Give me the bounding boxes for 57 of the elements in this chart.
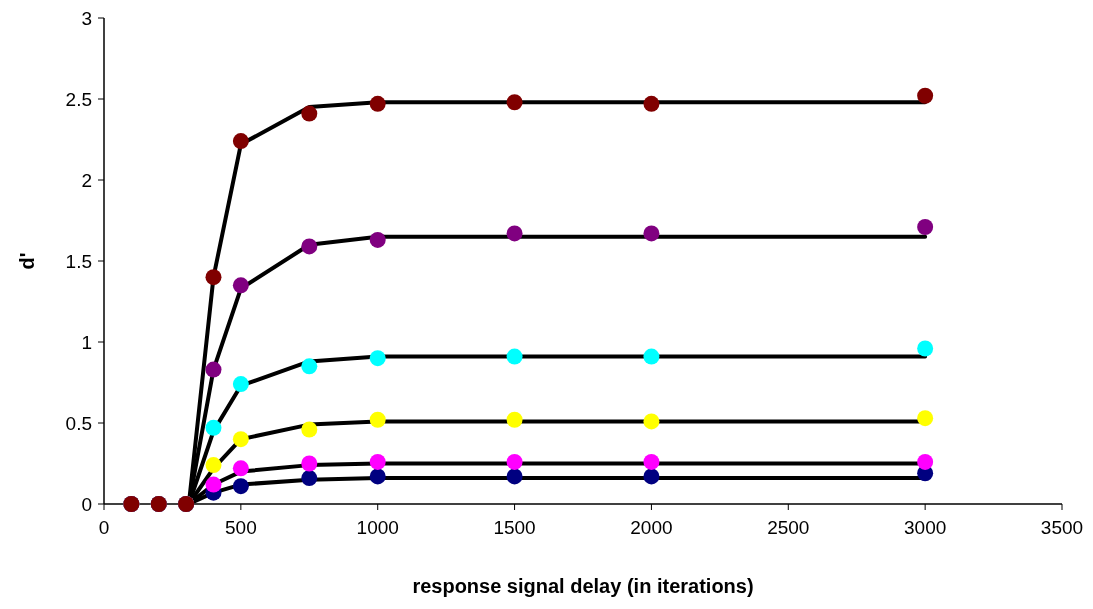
point bbox=[643, 95, 660, 112]
point bbox=[506, 411, 523, 428]
point bbox=[643, 453, 660, 470]
y-tick-label: 0 bbox=[81, 493, 92, 515]
point bbox=[205, 457, 222, 474]
point bbox=[643, 413, 660, 430]
point bbox=[506, 225, 523, 242]
point bbox=[506, 94, 523, 111]
point bbox=[232, 460, 249, 477]
point bbox=[917, 340, 934, 357]
point bbox=[301, 470, 318, 487]
y-tick-label: 0.5 bbox=[65, 412, 92, 434]
x-axis-title: response signal delay (in iterations) bbox=[412, 575, 754, 597]
y-tick-label: 1 bbox=[81, 331, 92, 353]
point bbox=[917, 410, 934, 427]
point bbox=[369, 468, 386, 485]
point bbox=[506, 453, 523, 470]
x-tick-label: 500 bbox=[225, 517, 257, 538]
point bbox=[232, 376, 249, 393]
x-tick-label: 1000 bbox=[356, 517, 399, 538]
point bbox=[205, 361, 222, 378]
point bbox=[917, 219, 934, 235]
y-tick-label: 2.5 bbox=[65, 88, 92, 110]
point bbox=[369, 350, 386, 367]
point bbox=[301, 455, 318, 472]
point bbox=[301, 421, 318, 438]
point bbox=[205, 269, 222, 286]
x-tick-label: 0 bbox=[98, 517, 110, 538]
point bbox=[232, 133, 249, 150]
y-tick-label: 3 bbox=[81, 7, 92, 29]
point bbox=[232, 478, 249, 495]
y-axis-title: d' bbox=[16, 252, 38, 270]
point bbox=[301, 105, 318, 122]
point bbox=[917, 453, 934, 470]
x-tick-label: 2500 bbox=[767, 517, 810, 538]
y-tick-label: 1.5 bbox=[65, 250, 92, 272]
point bbox=[506, 468, 523, 485]
point bbox=[369, 95, 386, 112]
point bbox=[205, 476, 222, 493]
x-tick-label: 2000 bbox=[630, 517, 673, 538]
x-tick-label: 3000 bbox=[904, 517, 947, 538]
point bbox=[232, 431, 249, 448]
point bbox=[205, 419, 222, 436]
point bbox=[643, 348, 660, 365]
point bbox=[917, 87, 934, 104]
point bbox=[643, 225, 660, 242]
point bbox=[643, 468, 660, 485]
x-tick-label: 3500 bbox=[1040, 517, 1084, 538]
point bbox=[369, 231, 386, 248]
x-tick-label: 1500 bbox=[493, 517, 536, 538]
point bbox=[369, 453, 386, 470]
point bbox=[506, 348, 523, 365]
point bbox=[301, 358, 318, 375]
point bbox=[232, 277, 249, 294]
point bbox=[301, 238, 318, 255]
point bbox=[369, 411, 386, 428]
y-tick-label: 2 bbox=[81, 169, 92, 191]
